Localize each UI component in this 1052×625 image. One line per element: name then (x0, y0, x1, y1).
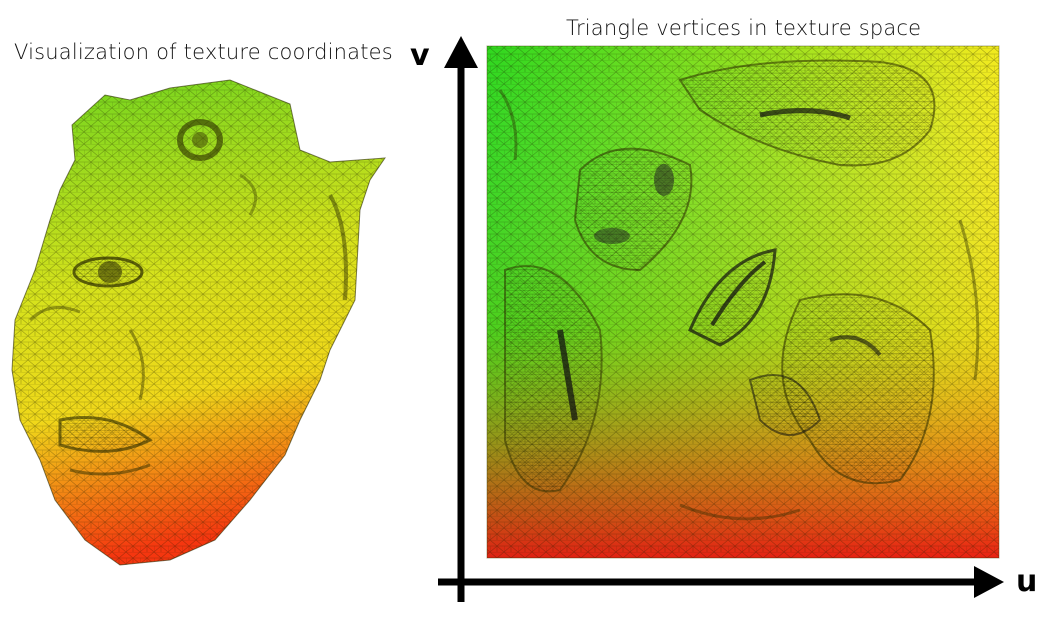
u-axis-arrow (974, 566, 1004, 598)
texture-space-caption: Triangle vertices in texture space (566, 16, 922, 40)
v-axis-label: v (410, 38, 430, 73)
face-caption: Visualization of texture coordinates (14, 40, 393, 64)
u-axis-label: u (1016, 564, 1038, 599)
textured-face-mesh (11, 79, 386, 566)
texture-space-mesh (486, 45, 1000, 559)
v-axis-arrow (444, 36, 478, 68)
